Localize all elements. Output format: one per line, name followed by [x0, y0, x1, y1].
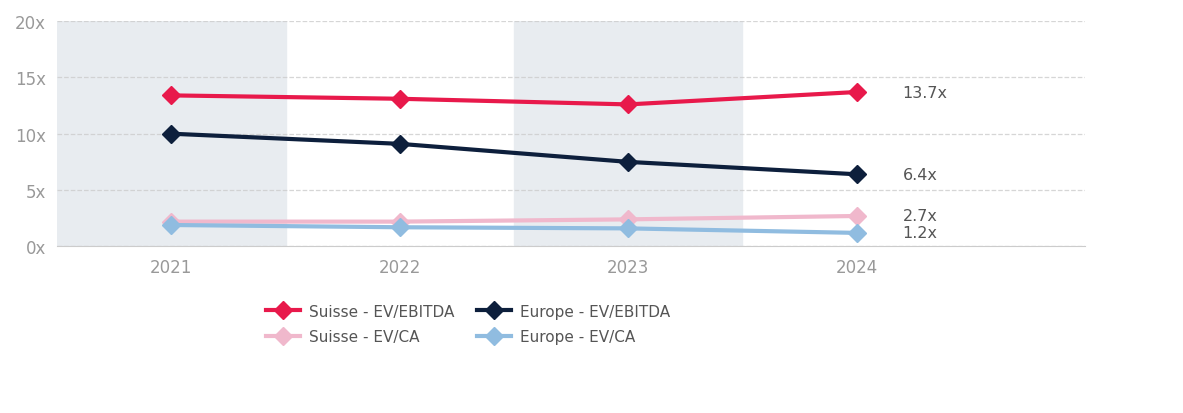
- Text: 2.7x: 2.7x: [903, 209, 937, 224]
- Bar: [515, 22, 743, 247]
- Text: 6.4x: 6.4x: [903, 167, 937, 183]
- Text: 1.2x: 1.2x: [903, 226, 937, 241]
- Bar: [57, 22, 285, 247]
- Legend: Suisse - EV/EBITDA, Suisse - EV/CA, Europe - EV/EBITDA, Europe - EV/CA: Suisse - EV/EBITDA, Suisse - EV/CA, Euro…: [266, 304, 671, 344]
- Text: 13.7x: 13.7x: [903, 85, 948, 100]
